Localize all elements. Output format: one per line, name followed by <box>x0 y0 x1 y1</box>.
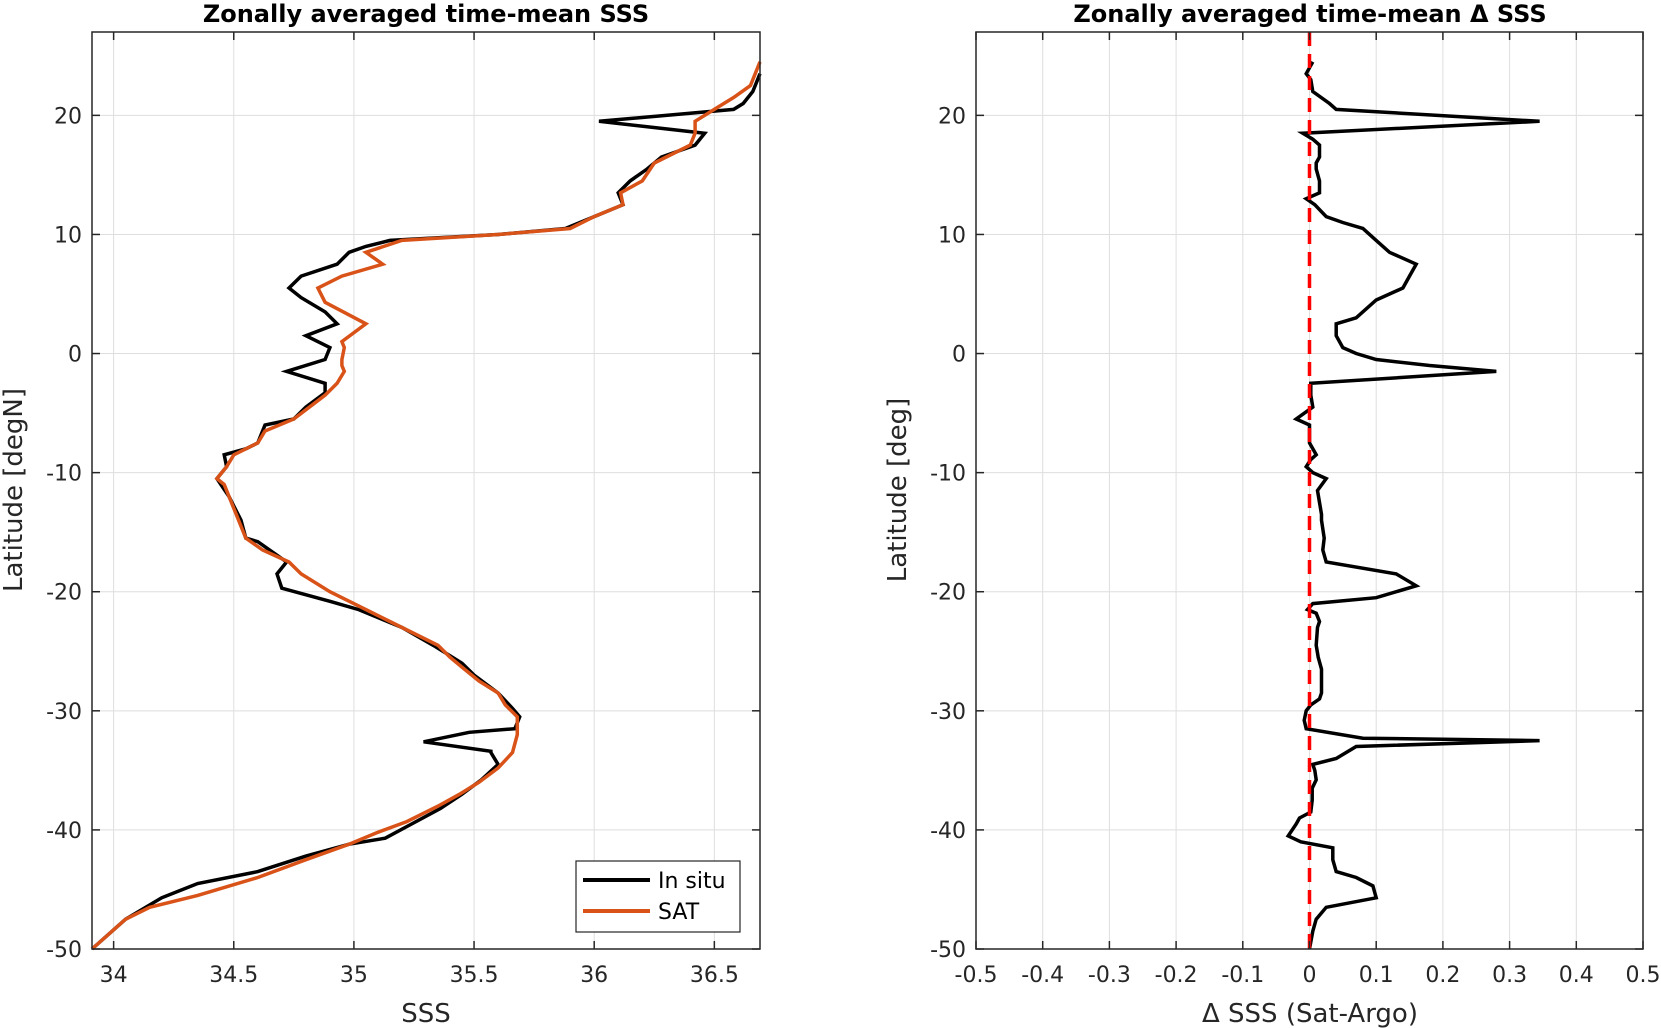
y-tick-label: 20 <box>938 104 966 129</box>
y-tick-label: -10 <box>930 462 966 487</box>
chart-delta-sss: -0.5 -0.4 -0.3 -0.2 -0.1 0 0.1 0.2 0.3 0.4 0.5 -50 -… <box>883 0 1661 1028</box>
series-group-sss <box>90 61 762 951</box>
y-tick-label: -50 <box>46 938 82 963</box>
x-tick-label: -0.5 <box>955 963 998 988</box>
x-tick-label: 0.3 <box>1492 963 1527 988</box>
y-axis-label-delta-sss: Latitude [deg] <box>883 398 913 583</box>
chart-title-delta-sss: Zonally averaged time-mean Δ SSS <box>1073 0 1546 28</box>
x-tick-label: 36 <box>580 963 608 988</box>
x-tick-label: 36.5 <box>690 963 739 988</box>
plot-area-sss <box>92 32 760 949</box>
series-group-delta-sss <box>1285 32 1540 950</box>
legend-label-in-situ: In situ <box>658 869 726 894</box>
legend-box <box>575 860 741 933</box>
y-tick-label: 10 <box>938 223 966 248</box>
x-tick-label: -0.1 <box>1221 963 1264 988</box>
x-tick-label: 0.5 <box>1626 963 1661 988</box>
y-tick-label: -20 <box>930 581 966 606</box>
x-tick-label: 35 <box>340 963 368 988</box>
y-tick-label: 10 <box>54 223 82 248</box>
axes-box-sss <box>91 31 761 950</box>
y-tick-label: -40 <box>930 819 966 844</box>
y-tick-label: -30 <box>930 700 966 725</box>
x-axis-label-delta-sss: Δ SSS (Sat-Argo) <box>1202 999 1418 1028</box>
x-tick-label: -0.3 <box>1088 963 1131 988</box>
y-tick-label: 20 <box>54 104 82 129</box>
y-tick-label: 0 <box>952 343 966 368</box>
chart-title-sss: Zonally averaged time-mean SSS <box>203 0 649 28</box>
x-tick-label: 34.5 <box>209 963 258 988</box>
legend: In situ SAT <box>575 860 741 933</box>
x-tick-label: 0.2 <box>1425 963 1460 988</box>
y-tick-label: -20 <box>46 581 82 606</box>
x-tick-label: 34 <box>100 963 128 988</box>
x-tick-label: 0.1 <box>1359 963 1394 988</box>
y-axis-label-sss: Latitude [degN] <box>0 388 29 592</box>
x-tick-label: -0.4 <box>1021 963 1064 988</box>
x-tick-label: 35.5 <box>450 963 499 988</box>
y-tick-label: -30 <box>46 700 82 725</box>
x-tick-label: 0 <box>1303 963 1317 988</box>
y-tick-label: -10 <box>46 462 82 487</box>
series-line-delta-sss <box>1285 60 1540 950</box>
series-line-sat <box>90 61 762 951</box>
x-tick-label: -0.2 <box>1155 963 1198 988</box>
y-tick-label: -50 <box>930 938 966 963</box>
legend-label-sat: SAT <box>658 900 700 925</box>
grid-sss <box>92 32 760 950</box>
y-tick-label: 0 <box>68 343 82 368</box>
x-tick-label: 0.4 <box>1559 963 1594 988</box>
chart-sss: 34 34.5 35 35.5 36 36.5 -50 -40 -30 -20 -10 0 10 20 Z… <box>0 0 762 1028</box>
x-axis-label-sss: SSS <box>401 999 451 1028</box>
y-tick-label: -40 <box>46 819 82 844</box>
ticks-delta-sss: -0.5 -0.4 -0.3 -0.2 -0.1 0 0.1 0.2 0.3 0.4 0.5 -50 -… <box>930 32 1661 988</box>
ticks-sss: 34 34.5 35 35.5 36 36.5 -50 -40 -30 -20 -10 0 10 20 <box>46 32 760 988</box>
